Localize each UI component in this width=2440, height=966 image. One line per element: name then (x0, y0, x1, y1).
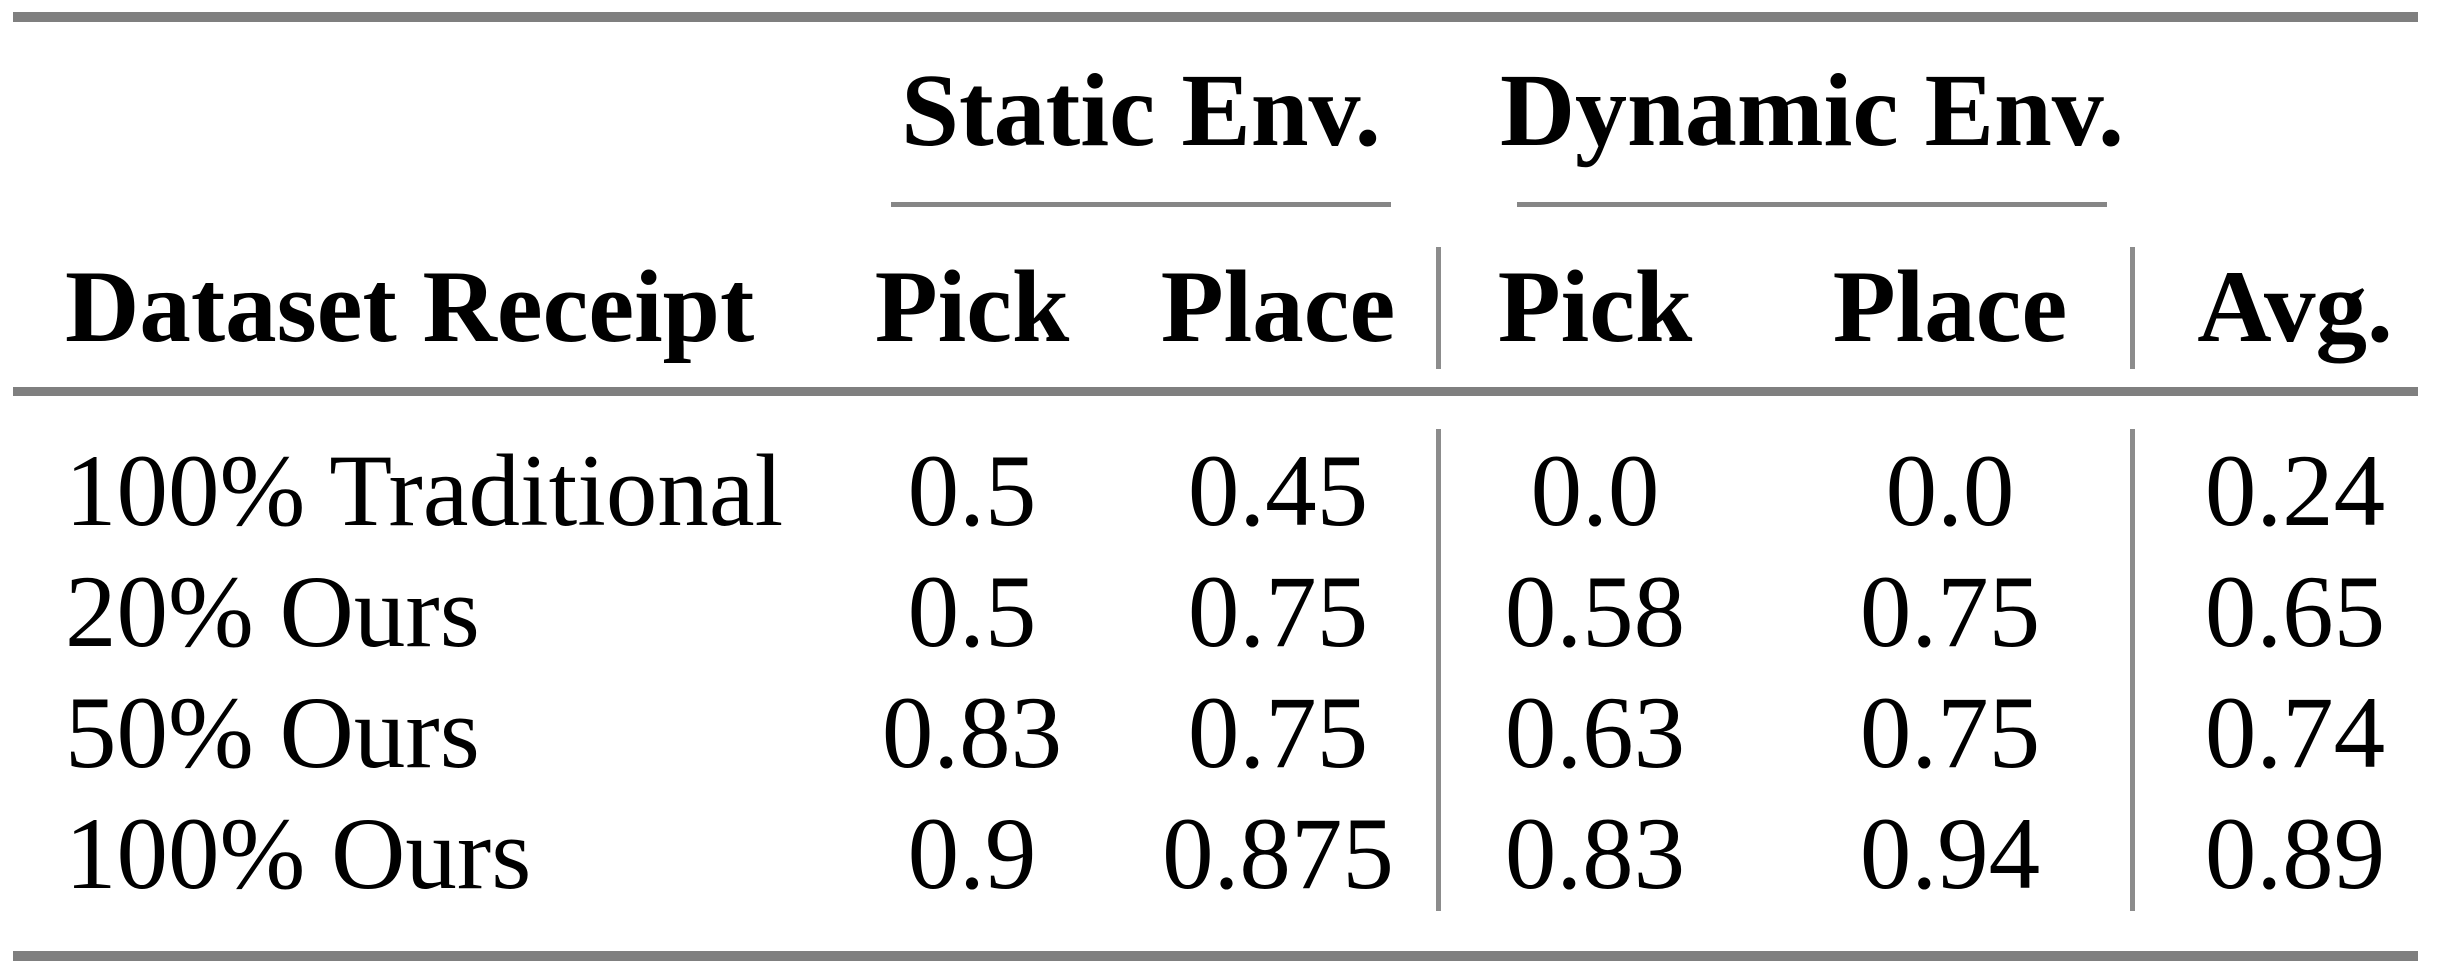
value-avg: 0.89 (2204, 796, 2386, 911)
value-dynamic-place: 0.94 (1859, 796, 2041, 911)
value-static-pick: 0.9 (907, 796, 1037, 911)
value-static-pick: 0.83 (881, 675, 1063, 790)
value-dynamic-pick: 0.0 (1530, 433, 1660, 548)
value-dynamic-place: 0.75 (1859, 675, 2041, 790)
value-static-place: 0.75 (1187, 675, 1369, 790)
row-label: 50% Ours (65, 675, 480, 790)
vertical-separator-2-body (2130, 429, 2135, 911)
value-static-pick: 0.5 (907, 433, 1037, 548)
vertical-separator-1-body (1436, 429, 1441, 911)
value-static-place: 0.45 (1187, 433, 1369, 548)
value-dynamic-place: 0.75 (1859, 554, 2041, 669)
row-label: 100% Ours (65, 796, 532, 911)
column-header-static-pick: Pick (874, 250, 1070, 364)
cmidrule-static-env (891, 202, 1391, 207)
column-header-dynamic-pick: Pick (1497, 250, 1693, 364)
table-top-rule (13, 12, 2418, 22)
table-mid-rule (13, 387, 2418, 396)
column-header-static-place: Place (1160, 250, 1396, 364)
value-dynamic-place: 0.0 (1885, 433, 2015, 548)
value-static-place: 0.875 (1162, 796, 1394, 911)
table-bottom-rule (13, 951, 2418, 961)
value-dynamic-pick: 0.58 (1504, 554, 1686, 669)
column-header-dynamic-place: Place (1832, 250, 2068, 364)
value-dynamic-pick: 0.63 (1504, 675, 1686, 790)
cmidrule-dynamic-env (1517, 202, 2107, 207)
value-avg: 0.65 (2204, 554, 2386, 669)
value-static-pick: 0.5 (907, 554, 1037, 669)
group-header-static-env: Static Env. (901, 52, 1381, 168)
row-label: 100% Traditional (65, 433, 784, 548)
row-label: 20% Ours (65, 554, 480, 669)
value-avg: 0.74 (2204, 675, 2386, 790)
group-header-dynamic-env: Dynamic Env. (1499, 52, 2125, 168)
column-header-avg: Avg. (2197, 250, 2393, 364)
column-header-dataset-receipt: Dataset Receipt (65, 250, 755, 364)
value-dynamic-pick: 0.83 (1504, 796, 1686, 911)
value-avg: 0.24 (2204, 433, 2386, 548)
vertical-separator-1-header (1436, 247, 1441, 369)
value-static-place: 0.75 (1187, 554, 1369, 669)
vertical-separator-2-header (2130, 247, 2135, 369)
